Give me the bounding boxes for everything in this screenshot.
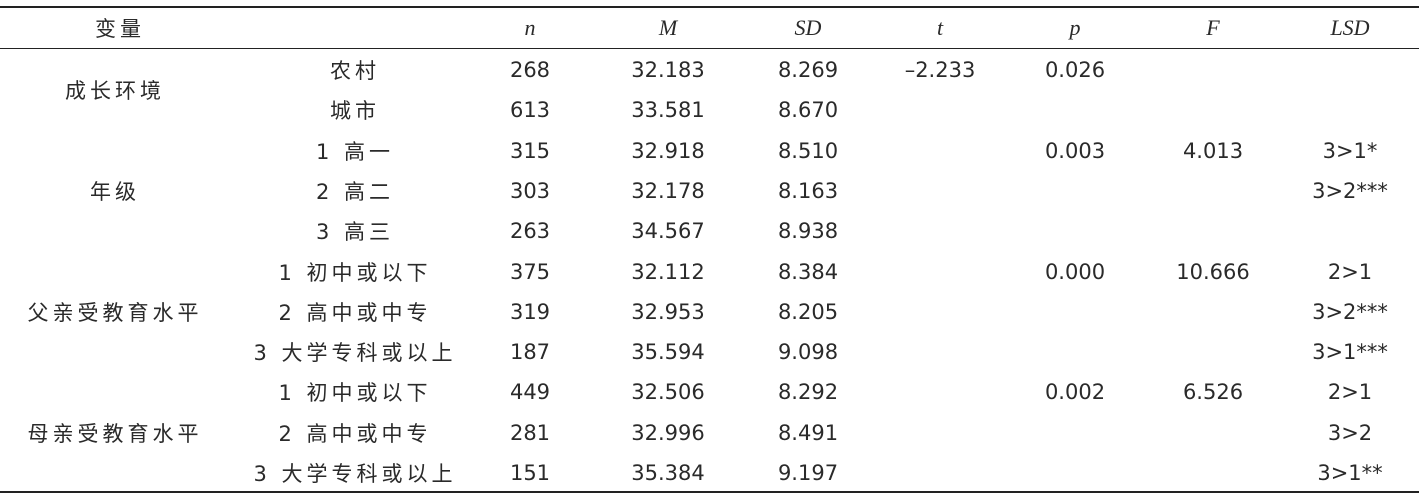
row-label: 2 高中或中专: [278, 300, 432, 325]
data-cell: 8.938: [777, 219, 839, 244]
data-cell: 32.178: [631, 178, 705, 203]
data-cell: 32.183: [631, 58, 705, 82]
header-cell: n: [524, 15, 536, 40]
data-cell: 32.996: [631, 420, 705, 445]
data-cell: 4.013: [1182, 138, 1244, 163]
data-cell: 263: [509, 219, 551, 244]
data-cell: 3>1*: [1322, 138, 1378, 163]
header-cell: 变量: [95, 17, 145, 41]
group-label: 母亲受教育水平: [27, 421, 203, 446]
row-label: 农村: [330, 59, 380, 83]
row-label: 1 高一: [315, 139, 395, 164]
data-cell: 6.526: [1182, 380, 1244, 405]
data-cell: 10.666: [1176, 259, 1250, 284]
data-cell: 315: [509, 138, 551, 163]
data-cell: 281: [509, 420, 551, 445]
header-cell: M: [658, 15, 678, 40]
data-cell: 3>2: [1327, 420, 1373, 445]
data-cell: 2>1: [1327, 380, 1373, 405]
data-cell: –2.233: [904, 58, 976, 82]
group-label: 父亲受教育水平: [27, 300, 203, 325]
data-cell: 32.918: [631, 138, 705, 163]
data-cell: 35.594: [631, 340, 705, 365]
data-cell: 8.491: [777, 420, 839, 445]
row-label: 2 高中或中专: [278, 421, 432, 446]
header-cell: LSD: [1330, 15, 1370, 40]
header-rule: [0, 48, 1419, 49]
bottom-rule: [0, 491, 1419, 493]
data-cell: 3>2***: [1312, 299, 1388, 324]
data-cell: 0.000: [1044, 259, 1106, 284]
data-cell: 8.269: [777, 58, 839, 82]
row-label: 1 初中或以下: [278, 260, 432, 285]
data-cell: 9.197: [777, 461, 839, 485]
row-label: 城市: [330, 99, 380, 124]
data-cell: 32.953: [631, 299, 705, 324]
row-label: 3 大学专科或以上: [253, 462, 457, 486]
data-cell: 8.205: [777, 299, 839, 324]
data-cell: 32.506: [631, 380, 705, 405]
data-cell: 187: [509, 340, 551, 365]
data-cell: 34.567: [631, 219, 705, 244]
data-cell: 0.026: [1044, 58, 1106, 82]
data-cell: 449: [509, 380, 551, 405]
data-cell: 9.098: [777, 340, 839, 365]
header-cell: t: [936, 15, 944, 40]
row-label: 3 高三: [315, 220, 395, 245]
data-cell: 32.112: [631, 259, 705, 284]
data-cell: 8.670: [777, 98, 839, 123]
header-cell: SD: [794, 15, 822, 40]
data-cell: 33.581: [631, 98, 705, 123]
data-cell: 303: [509, 178, 551, 203]
data-cell: 319: [509, 299, 551, 324]
data-cell: 0.003: [1044, 138, 1106, 163]
group-label: 成长环境: [65, 79, 165, 104]
data-cell: 3>1***: [1312, 340, 1388, 365]
group-label: 年级: [90, 179, 140, 204]
header-cell: p: [1069, 15, 1081, 40]
data-cell: 2>1: [1327, 259, 1373, 284]
row-label: 3 大学专科或以上: [253, 341, 457, 366]
data-cell: 3>1**: [1317, 461, 1383, 485]
top-rule: [0, 6, 1419, 8]
data-cell: 0.002: [1044, 380, 1106, 405]
data-cell: 8.510: [777, 138, 839, 163]
data-cell: 3>2***: [1312, 178, 1388, 203]
data-cell: 268: [509, 58, 551, 82]
header-cell: F: [1206, 15, 1220, 40]
data-cell: 35.384: [631, 461, 705, 485]
data-cell: 8.292: [777, 380, 839, 405]
data-cell: 8.384: [777, 259, 839, 284]
row-label: 1 初中或以下: [278, 381, 432, 406]
data-cell: 375: [509, 259, 551, 284]
data-cell: 151: [509, 461, 551, 485]
row-label: 2 高二: [315, 179, 395, 204]
data-cell: 613: [509, 98, 551, 123]
data-cell: 8.163: [777, 178, 839, 203]
